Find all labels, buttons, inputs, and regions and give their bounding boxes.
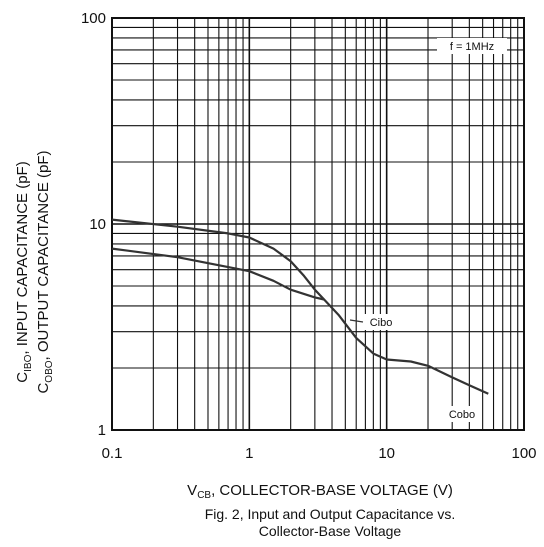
y-tick-label: 10 [89,216,106,233]
series-label-cobo: Cobo [449,409,475,421]
x-tick-label: 0.1 [102,445,123,462]
y-tick-label: 1 [98,422,106,439]
series-label-cibo-box [363,314,399,330]
x-axis-title: VCB, COLLECTOR-BASE VOLTAGE (V) [187,482,453,501]
caption-line-1: Fig. 2, Input and Output Capacitance vs. [204,506,456,522]
cibo-leader-line [349,319,364,323]
x-tick-label: 1 [245,445,253,462]
caption-line-2: Collector-Base Voltage [258,523,402,539]
frequency-annotation: f = 1MHz [450,41,494,53]
grid-lines [111,17,525,431]
tick-labels: 0.1 1 10 100 1 10 100 [81,10,537,462]
series-label-cobo-box [442,406,482,422]
plot-frame [111,17,525,431]
y-axis-title-line-1: CIBO, INPUT CAPACITANCE (pF) [14,161,34,382]
series-label-cibo: Cibo [370,317,393,329]
x-tick-label: 100 [511,445,536,462]
figure-caption: Fig. 2, Input and Output Capacitance vs.… [150,506,510,540]
annotations: f = 1MHz Cibo Cobo [349,38,507,422]
x-tick-label: 10 [378,445,395,462]
series-lines [111,218,489,395]
y-axis-title-line-2: COBO, OUTPUT CAPACITANCE (pF) [35,150,55,393]
series-line-cibo [111,218,489,395]
series-line-cobo [111,247,325,301]
frequency-annotation-box [437,38,507,54]
y-tick-label: 100 [81,10,106,27]
